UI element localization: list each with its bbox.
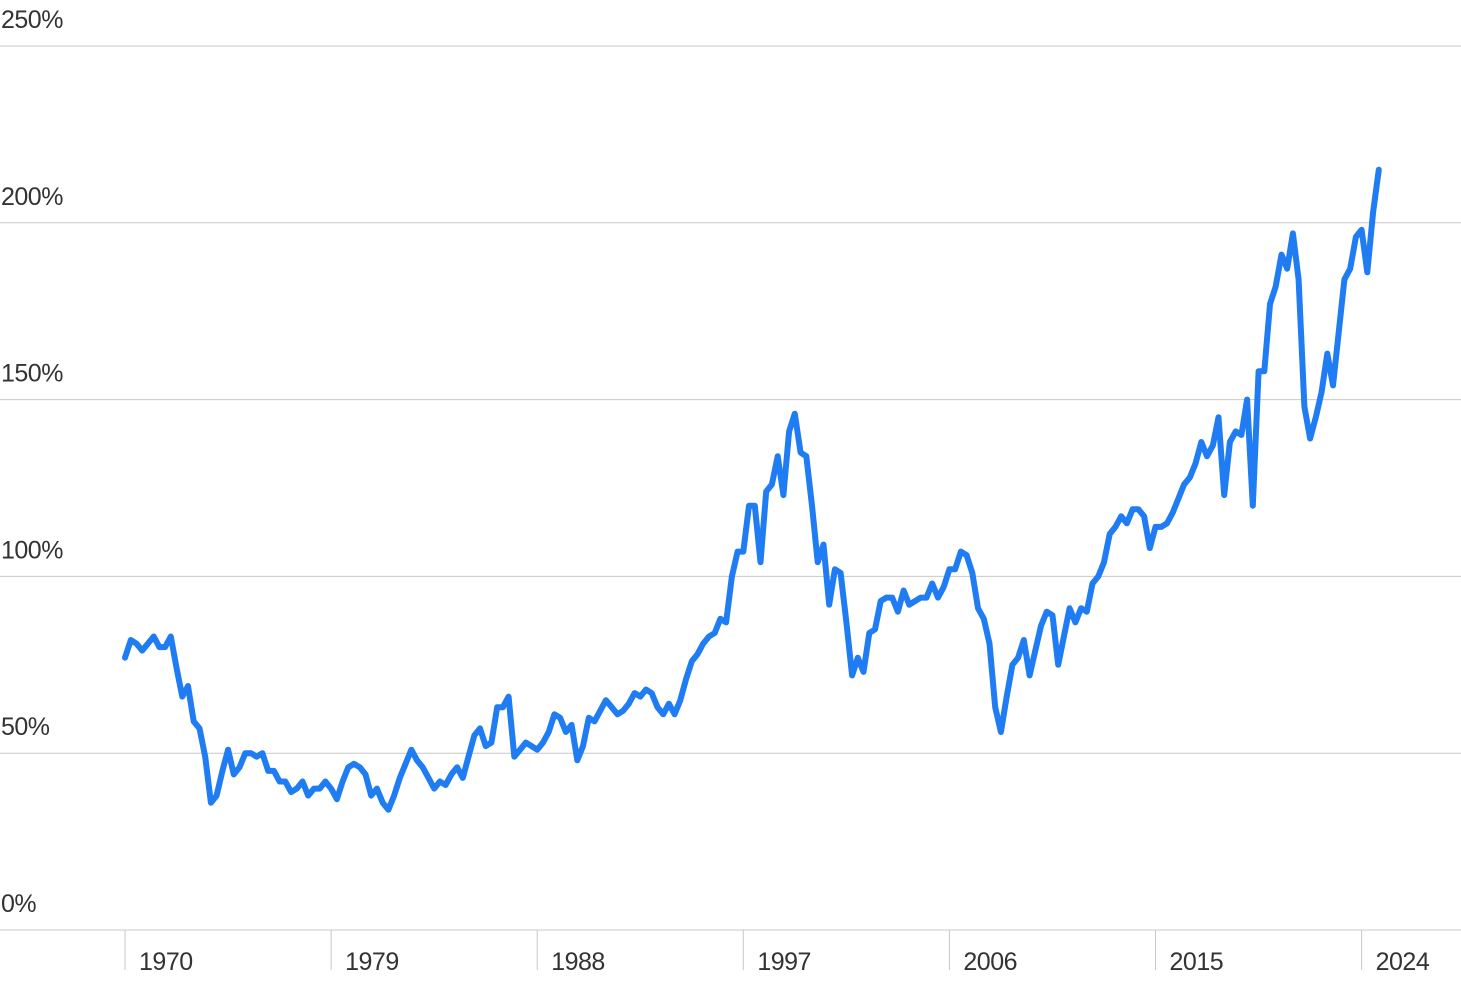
x-tick-label: 1988 — [551, 948, 605, 976]
y-tick-label: 100% — [1, 536, 63, 564]
x-tick-label: 2006 — [963, 948, 1017, 976]
y-tick-label: 0% — [1, 890, 36, 918]
y-tick-label: 200% — [1, 183, 63, 211]
x-tick-label: 1979 — [345, 948, 399, 976]
x-tick-label: 1970 — [139, 948, 193, 976]
x-tick-label: 2015 — [1170, 948, 1224, 976]
y-tick-label: 250% — [1, 6, 63, 34]
y-tick-label: 150% — [1, 360, 63, 388]
x-tick-label: 1997 — [757, 948, 811, 976]
y-tick-label: 50% — [1, 713, 50, 741]
x-tick-label: 2024 — [1376, 948, 1430, 976]
line — [122, 166, 1382, 813]
